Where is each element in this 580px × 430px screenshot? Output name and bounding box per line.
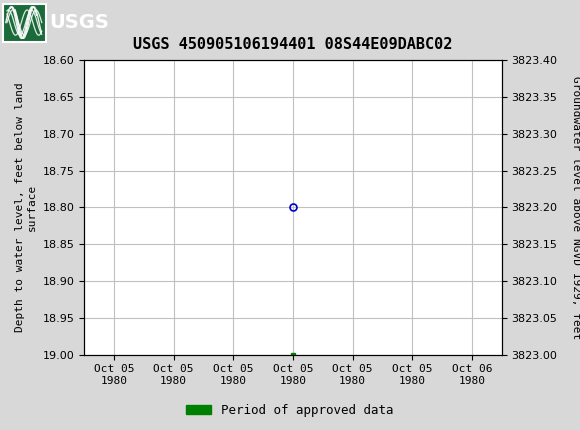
Y-axis label: Groundwater level above NGVD 1929, feet: Groundwater level above NGVD 1929, feet	[571, 76, 580, 339]
FancyBboxPatch shape	[3, 3, 46, 42]
Text: USGS: USGS	[49, 13, 109, 32]
Legend: Period of approved data: Period of approved data	[181, 399, 399, 421]
Y-axis label: Depth to water level, feet below land
surface: Depth to water level, feet below land su…	[15, 83, 37, 332]
Title: USGS 450905106194401 08S44E09DABC02: USGS 450905106194401 08S44E09DABC02	[133, 37, 452, 52]
